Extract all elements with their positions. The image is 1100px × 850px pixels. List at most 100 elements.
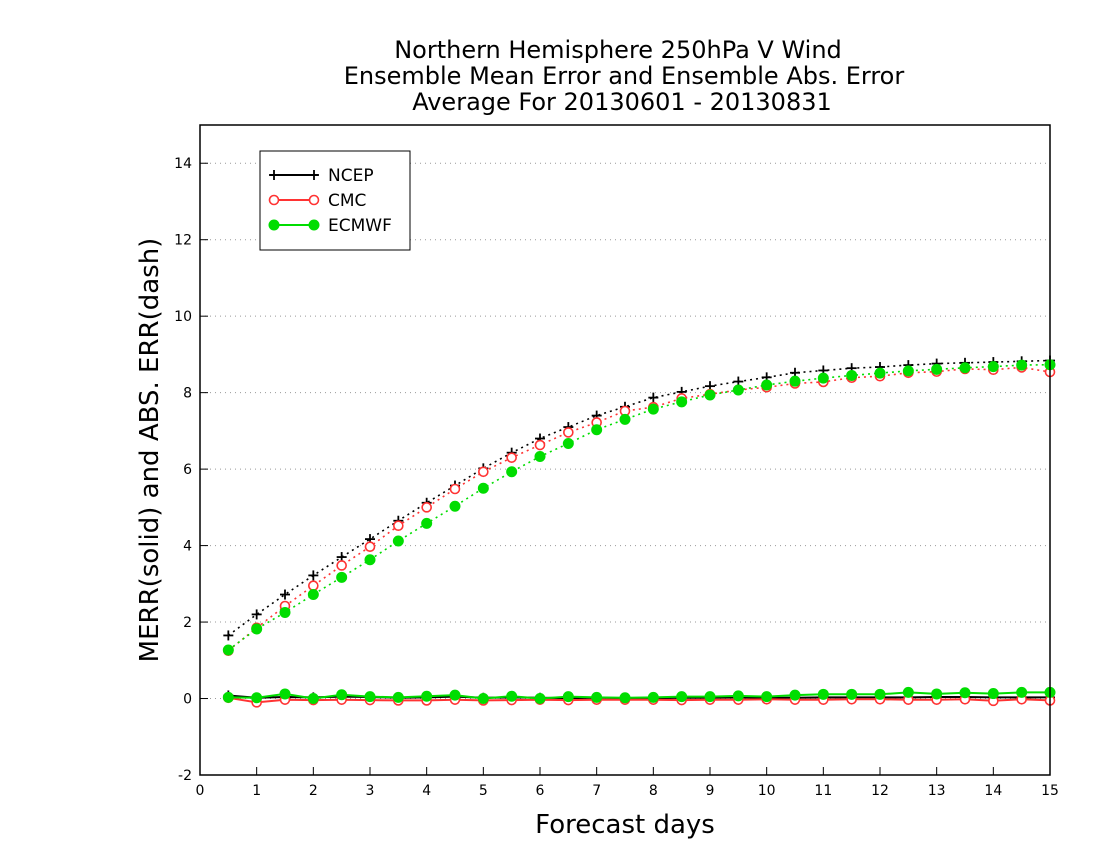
point-ecmwf-merr (392, 691, 404, 703)
point-ecmwf-abs-err (506, 466, 518, 478)
legend-ecmwf-marker-left (268, 219, 280, 231)
x-tick-label: 1 (252, 783, 261, 799)
x-tick-label: 14 (984, 783, 1002, 799)
point-ecmwf-abs-err (421, 517, 433, 529)
point-ecmwf-abs-err (704, 389, 716, 401)
point-cmc-abs-err (308, 580, 319, 592)
point-ecmwf-merr (647, 691, 659, 703)
point-ecmwf-merr (591, 691, 603, 703)
point-ecmwf-merr (817, 688, 829, 700)
point-ecmwf-abs-err (619, 413, 631, 425)
legend-ecmwf-label: ECMWF (328, 216, 392, 236)
point-ecmwf-abs-err (562, 438, 574, 449)
point-ecmwf-merr (477, 693, 489, 705)
point-ecmwf-merr (874, 688, 886, 700)
legend-ncep-marker-left (269, 170, 279, 180)
x-tick-label: 4 (422, 783, 431, 799)
y-tick-label: 12 (174, 233, 192, 249)
point-ecmwf-abs-err (222, 644, 234, 656)
point-ecmwf-abs-err (817, 372, 829, 384)
x-tick-label: 12 (871, 783, 889, 799)
y-tick-label: 8 (183, 386, 192, 402)
x-tick-label: 11 (814, 783, 832, 799)
point-ecmwf-abs-err (959, 362, 971, 374)
point-ecmwf-merr (761, 691, 773, 703)
y-tick-label: 6 (183, 462, 192, 478)
point-ecmwf-abs-err (307, 589, 319, 601)
legend-ncep-marker-right (309, 170, 319, 180)
point-ecmwf-abs-err (279, 607, 291, 618)
series-ecmwf-abs-err-line (227, 363, 1051, 651)
y-tick-label: 10 (174, 309, 192, 325)
legend: NCEP CMC ECMWF (259, 150, 411, 251)
x-tick-label: 3 (366, 783, 375, 799)
y-tick-label: 14 (174, 156, 192, 172)
point-ecmwf-abs-err (931, 363, 943, 375)
point-ecmwf-abs-err (251, 623, 263, 635)
y-tick-label: 4 (183, 539, 192, 555)
y-axis-title: MERR(solid) and ABS. ERR(dash) (135, 238, 165, 663)
point-ecmwf-merr (732, 690, 744, 702)
point-cmc-abs-err (534, 439, 546, 451)
point-ecmwf-merr (336, 689, 348, 701)
point-cmc-abs-err (563, 427, 574, 438)
point-ecmwf-abs-err (874, 367, 886, 379)
plot-frame (199, 124, 1051, 776)
point-ecmwf-abs-err (392, 535, 404, 547)
legend-cmc-label: CMC (328, 191, 366, 211)
y-tick-label: -2 (178, 768, 192, 784)
point-ncep-abs-err (223, 630, 234, 641)
point-ecmwf-merr (421, 690, 433, 702)
point-cmc-abs-err (421, 502, 432, 513)
series-ncep-abs-err-line (227, 359, 1051, 637)
point-ecmwf-merr (307, 693, 319, 705)
point-ecmwf-merr (449, 689, 461, 701)
point-cmc-abs-err (336, 560, 347, 571)
point-ecmwf-merr (676, 691, 688, 703)
chart-title-line-1: Northern Hemisphere 250hPa V Wind (394, 36, 842, 64)
point-ecmwf-merr (959, 687, 971, 699)
legend-ncep-label: NCEP (328, 166, 374, 186)
point-ecmwf-abs-err (789, 375, 801, 387)
y-tick-label: 0 (183, 692, 192, 708)
point-ecmwf-abs-err (676, 396, 688, 408)
point-ncep-abs-err (308, 570, 319, 581)
point-ecmwf-abs-err (477, 482, 489, 494)
point-cmc-abs-err (506, 452, 517, 463)
point-ecmwf-merr (931, 688, 943, 700)
x-tick-label: 13 (928, 783, 946, 799)
legend-cmc-marker-right (308, 194, 320, 206)
point-cmc-abs-err (393, 520, 404, 532)
point-cmc-abs-err (449, 483, 461, 495)
point-ecmwf-abs-err (336, 571, 348, 583)
point-ecmwf-merr (506, 690, 518, 702)
point-ecmwf-abs-err (647, 403, 659, 415)
point-ecmwf-abs-err (987, 361, 999, 373)
point-ecmwf-merr (279, 688, 291, 700)
point-ecmwf-merr (704, 691, 716, 703)
point-ecmwf-merr (222, 691, 234, 703)
point-ecmwf-abs-err (1016, 359, 1028, 371)
point-ecmwf-merr (1016, 686, 1028, 698)
point-ecmwf-merr (987, 688, 999, 700)
point-ecmwf-merr (364, 691, 376, 703)
point-ncep-abs-err (251, 609, 262, 620)
plot-series (222, 355, 1056, 708)
chart-title-line-3: Average For 20130601 - 20130831 (412, 88, 832, 116)
point-ncep-abs-err (648, 392, 659, 403)
point-ecmwf-abs-err (732, 384, 744, 396)
x-tick-label: 2 (309, 783, 318, 799)
chart-title-line-2: Ensemble Mean Error and Ensemble Abs. Er… (344, 62, 905, 90)
point-ecmwf-merr (251, 692, 263, 704)
point-ecmwf-merr (789, 689, 801, 701)
x-tick-label: 9 (706, 783, 715, 799)
point-ecmwf-merr (846, 688, 858, 700)
point-ecmwf-merr (902, 686, 914, 698)
point-ncep-abs-err (280, 589, 290, 600)
x-tick-label: 10 (758, 783, 776, 799)
series-cmc-abs-err-line (227, 366, 1051, 652)
point-ecmwf-abs-err (449, 500, 461, 512)
point-ecmwf-merr (534, 693, 546, 705)
